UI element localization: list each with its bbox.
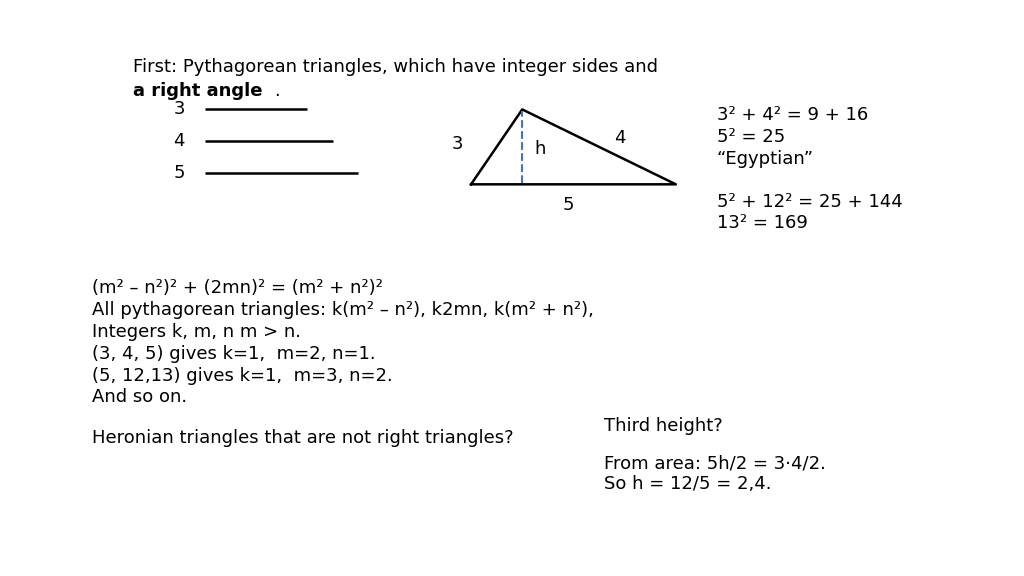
Text: First: Pythagorean triangles, which have integer sides and: First: Pythagorean triangles, which have… — [133, 58, 658, 75]
Text: a right angle: a right angle — [133, 82, 262, 100]
Text: .: . — [274, 82, 281, 100]
Text: 5² = 25: 5² = 25 — [717, 128, 785, 146]
Text: 4: 4 — [614, 129, 626, 147]
Text: (5, 12,13) gives k=1,  m=3, n=2.: (5, 12,13) gives k=1, m=3, n=2. — [92, 366, 393, 385]
Text: 5² + 12² = 25 + 144: 5² + 12² = 25 + 144 — [717, 192, 902, 211]
Text: 3: 3 — [173, 100, 185, 119]
Text: (3, 4, 5) gives k=1,  m=2, n=1.: (3, 4, 5) gives k=1, m=2, n=1. — [92, 344, 376, 363]
Text: “Egyptian”: “Egyptian” — [717, 150, 814, 168]
Text: 3: 3 — [452, 135, 463, 153]
Text: h: h — [535, 139, 546, 158]
Text: Integers k, m, n m > n.: Integers k, m, n m > n. — [92, 323, 301, 341]
Text: All pythagorean triangles: k(m² – n²), k2mn, k(m² + n²),: All pythagorean triangles: k(m² – n²), k… — [92, 301, 594, 319]
Text: 3² + 4² = 9 + 16: 3² + 4² = 9 + 16 — [717, 106, 868, 124]
Text: And so on.: And so on. — [92, 388, 187, 407]
Text: 5: 5 — [562, 196, 574, 214]
Text: Third height?: Third height? — [604, 417, 723, 435]
Text: From area: 5h/2 = 3·4/2.: From area: 5h/2 = 3·4/2. — [604, 454, 826, 472]
Text: 13² = 169: 13² = 169 — [717, 214, 808, 233]
Text: Heronian triangles that are not right triangles?: Heronian triangles that are not right tr… — [92, 429, 514, 447]
Text: So h = 12/5 = 2,4.: So h = 12/5 = 2,4. — [604, 475, 772, 493]
Text: 5: 5 — [173, 164, 185, 182]
Text: 4: 4 — [173, 132, 185, 150]
Text: (m² – n²)² + (2mn)² = (m² + n²)²: (m² – n²)² + (2mn)² = (m² + n²)² — [92, 279, 383, 297]
